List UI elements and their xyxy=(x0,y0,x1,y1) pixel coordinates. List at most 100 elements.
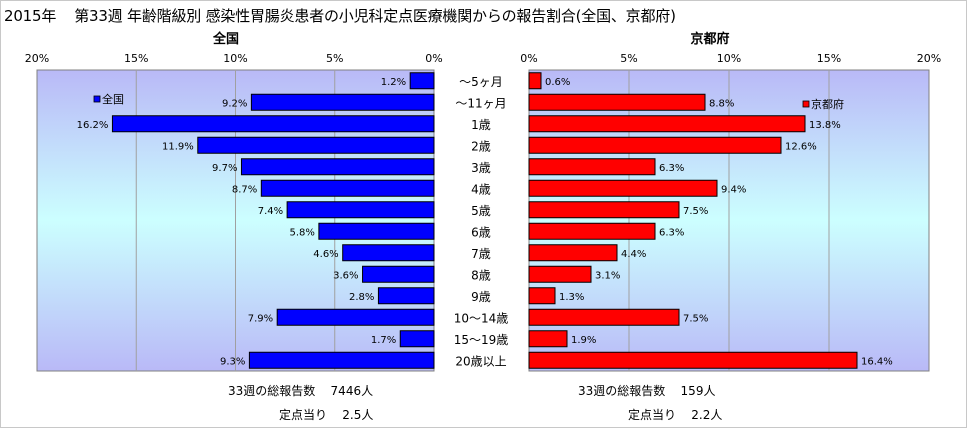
age-category-label: 3歳 xyxy=(471,161,491,175)
national-value-label: 11.9% xyxy=(162,141,194,152)
national-value-label: 3.6% xyxy=(333,270,358,281)
kyoto-value-label: 4.4% xyxy=(621,249,646,260)
national-panel-title: 全国 xyxy=(212,31,239,47)
age-category-label: 8歳 xyxy=(471,268,491,282)
age-category-label: 5歳 xyxy=(471,204,491,218)
national-bar xyxy=(197,136,435,154)
kyoto-bar xyxy=(528,93,706,111)
national-bar xyxy=(409,72,435,90)
kyoto-tick-label: 20% xyxy=(917,52,941,65)
national-bar xyxy=(248,351,435,369)
national-tick-label: 10% xyxy=(223,52,247,65)
kyoto-bar xyxy=(528,244,618,262)
national-bar xyxy=(342,244,435,262)
kyoto-bar xyxy=(528,308,680,326)
national-bar xyxy=(286,201,435,219)
kyoto-value-label: 3.1% xyxy=(595,270,620,281)
age-category-label: 4歳 xyxy=(471,182,491,196)
national-tick-label: 20% xyxy=(25,52,49,65)
national-legend-swatch xyxy=(93,95,101,103)
kyoto-per-value: 2.2人 xyxy=(691,408,723,422)
age-category-label: ～11ヶ月 xyxy=(455,96,506,110)
kyoto-legend-swatch xyxy=(802,100,810,108)
kyoto-value-label: 16.4% xyxy=(861,356,893,367)
kyoto-total-row: 33週の総報告数 159人 xyxy=(578,382,715,399)
kyoto-bar xyxy=(528,351,858,369)
national-value-label: 1.7% xyxy=(371,335,396,346)
kyoto-bar xyxy=(528,158,656,176)
national-bar xyxy=(318,222,435,240)
national-value-label: 9.2% xyxy=(222,98,247,109)
kyoto-bar xyxy=(528,265,592,283)
national-per-row: 定点当り 2.5人 xyxy=(279,406,373,423)
kyoto-bar xyxy=(528,72,542,90)
national-bar xyxy=(250,93,435,111)
kyoto-bar xyxy=(528,136,782,154)
title-year: 2015年 xyxy=(4,7,57,25)
national-per-value: 2.5人 xyxy=(342,408,374,422)
kyoto-value-label: 12.6% xyxy=(785,141,817,152)
kyoto-bar xyxy=(528,330,568,348)
age-category-label: ～5ヶ月 xyxy=(459,75,503,89)
national-value-label: 5.8% xyxy=(289,227,314,238)
chart-title: 2015年 第33週 年齢階級別 感染性胃腸炎患者の小児科定点医療機関からの報告割… xyxy=(4,5,676,26)
national-bar xyxy=(111,115,435,133)
kyoto-per-row: 定点当り 2.2人 xyxy=(628,406,722,423)
title-main: 第33週 年齢階級別 感染性胃腸炎患者の小児科定点医療機関からの報告割合(全国、… xyxy=(74,7,676,25)
kyoto-value-label: 6.3% xyxy=(659,163,684,174)
age-category-label: 10～14歳 xyxy=(454,311,509,325)
national-total-value: 7446人 xyxy=(330,384,374,398)
national-tick-label: 0% xyxy=(425,52,442,65)
kyoto-total-label: 33週の総報告数 xyxy=(578,384,666,398)
national-total-label: 33週の総報告数 xyxy=(228,384,316,398)
national-value-label: 1.2% xyxy=(381,77,406,88)
kyoto-tick-label: 10% xyxy=(717,52,741,65)
kyoto-per-label: 定点当り xyxy=(628,408,677,422)
kyoto-value-label: 7.5% xyxy=(683,313,708,324)
kyoto-value-label: 13.8% xyxy=(809,120,841,131)
kyoto-value-label: 9.4% xyxy=(721,184,746,195)
national-value-label: 8.7% xyxy=(232,184,257,195)
kyoto-tick-label: 15% xyxy=(817,52,841,65)
national-tick-label: 5% xyxy=(326,52,343,65)
national-bar xyxy=(377,287,435,305)
kyoto-bar xyxy=(528,115,806,133)
kyoto-value-label: 1.9% xyxy=(571,335,596,346)
kyoto-total-value: 159人 xyxy=(680,384,716,398)
national-bar xyxy=(362,265,435,283)
national-bar xyxy=(276,308,435,326)
national-bar xyxy=(240,158,435,176)
national-tick-label: 15% xyxy=(124,52,148,65)
national-value-label: 9.3% xyxy=(220,356,245,367)
kyoto-legend-label: 京都府 xyxy=(811,97,844,111)
national-value-label: 9.7% xyxy=(212,163,237,174)
age-category-label: 1歳 xyxy=(471,118,491,132)
national-bar xyxy=(399,330,435,348)
age-category-label: 7歳 xyxy=(471,247,491,261)
kyoto-value-label: 6.3% xyxy=(659,227,684,238)
national-per-label: 定点当り xyxy=(279,408,328,422)
age-category-label: 2歳 xyxy=(471,139,491,153)
kyoto-bar xyxy=(528,287,556,305)
kyoto-bar xyxy=(528,222,656,240)
national-bar xyxy=(260,179,435,197)
national-value-label: 7.9% xyxy=(248,313,273,324)
kyoto-value-label: 8.8% xyxy=(709,98,734,109)
kyoto-tick-label: 5% xyxy=(620,52,637,65)
age-category-label: 9歳 xyxy=(471,290,491,304)
kyoto-panel-title: 京都府 xyxy=(690,31,729,47)
national-value-label: 2.8% xyxy=(349,292,374,303)
national-value-label: 16.2% xyxy=(77,120,109,131)
national-legend-label: 全国 xyxy=(102,92,124,106)
age-category-label: 6歳 xyxy=(471,225,491,239)
kyoto-bar xyxy=(528,201,680,219)
kyoto-value-label: 7.5% xyxy=(683,206,708,217)
kyoto-tick-label: 0% xyxy=(520,52,537,65)
kyoto-value-label: 1.3% xyxy=(559,292,584,303)
national-value-label: 4.6% xyxy=(313,249,338,260)
age-category-label: 20歳以上 xyxy=(455,354,506,368)
national-value-label: 7.4% xyxy=(258,206,283,217)
kyoto-value-label: 0.6% xyxy=(545,77,570,88)
kyoto-bar xyxy=(528,179,718,197)
